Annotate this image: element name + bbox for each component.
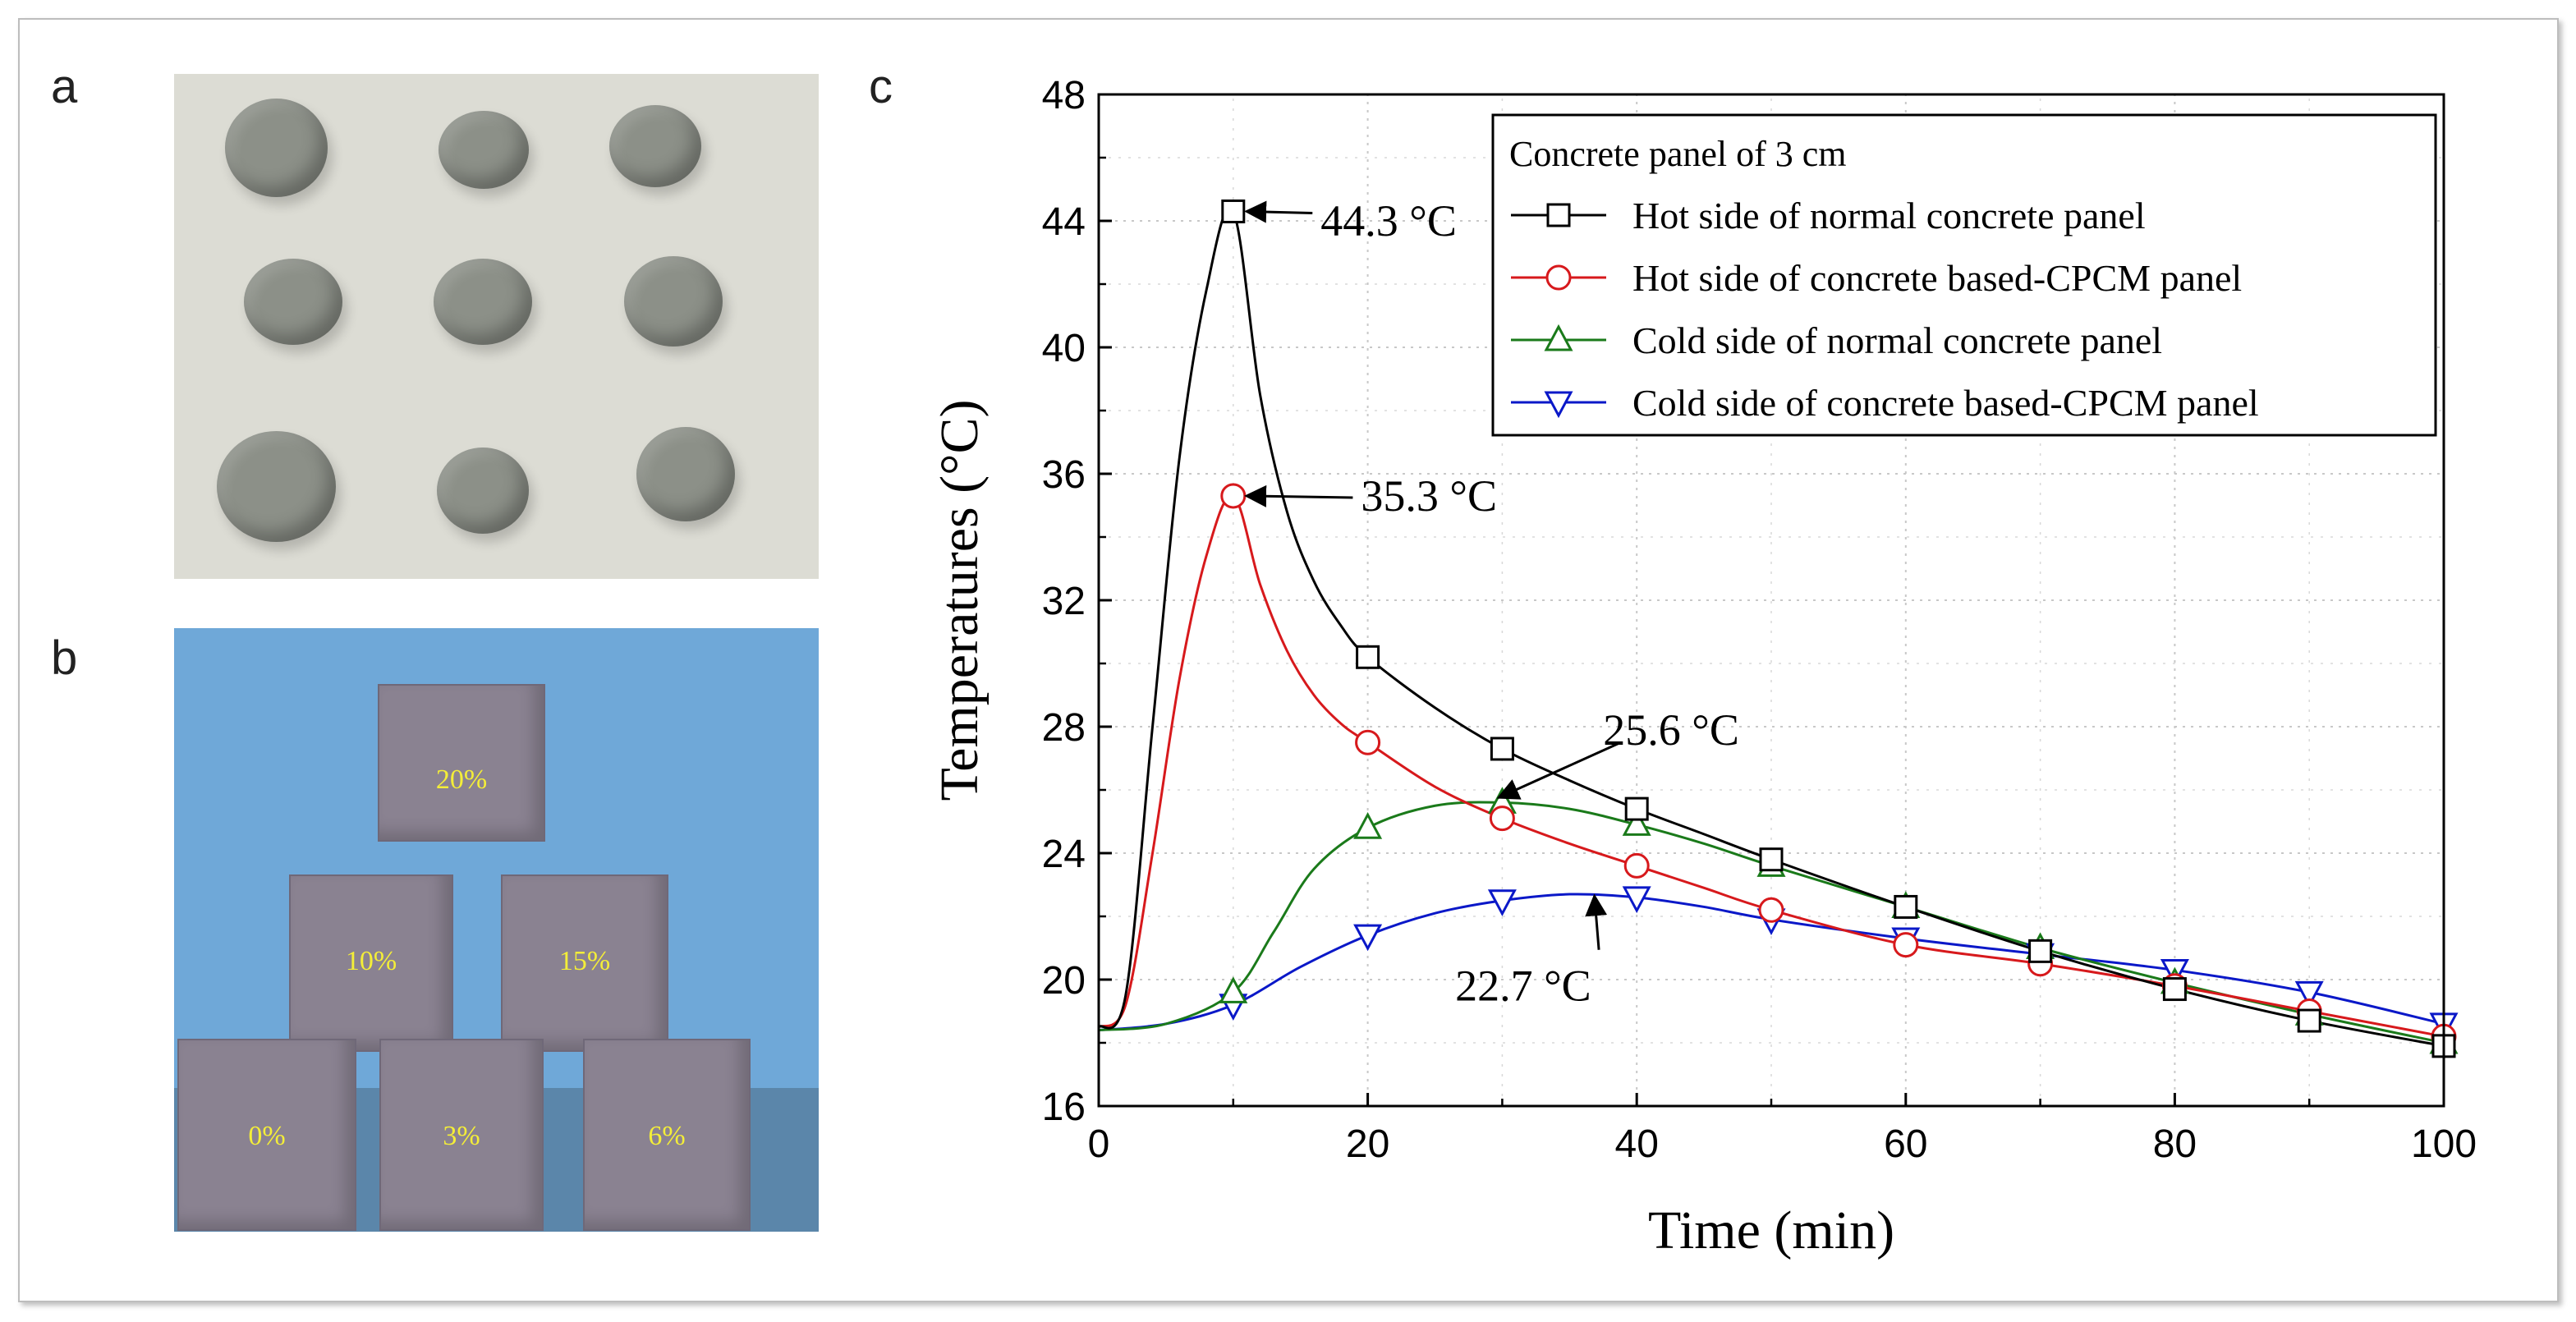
annotation-arrow: [1496, 741, 1620, 800]
legend-title: Concrete panel of 3 cm: [1509, 134, 1847, 174]
x-tick-label: 20: [1346, 1122, 1389, 1166]
x-tick-label: 40: [1615, 1122, 1659, 1166]
series-line-3: [1098, 801, 2445, 1044]
series-line-2: [1098, 494, 2445, 1038]
pellet: [434, 259, 532, 345]
photo-pellets: [174, 74, 819, 579]
y-tick-label: 44: [1042, 200, 1086, 244]
marker-circle: [1758, 897, 1784, 923]
marker-square: [1624, 796, 1649, 821]
y-axis-label: Temperatures (°C): [930, 399, 990, 801]
y-tick-label: 40: [1042, 327, 1086, 370]
marker-square: [1546, 203, 1571, 227]
x-tick-label: 100: [2411, 1122, 2477, 1166]
cube-label: 0%: [248, 1121, 286, 1151]
cube-label: 20%: [435, 764, 488, 795]
marker-triangle-down: [2294, 980, 2324, 1008]
annotation-arrow: [1244, 484, 1353, 507]
cube-label: 15%: [558, 946, 611, 976]
annotation-label: 35.3 °C: [1361, 471, 1497, 521]
marker-square: [1221, 199, 1246, 223]
pellet: [217, 431, 336, 542]
marker-circle: [1355, 729, 1381, 755]
marker-circle: [1623, 852, 1650, 879]
cube-3: 3%: [379, 1039, 544, 1231]
pellet: [439, 111, 529, 189]
panel-letter-c: c: [869, 60, 893, 113]
cube-label: 6%: [648, 1121, 686, 1151]
legend-entry: Hot side of normal concrete panel: [1632, 195, 2146, 236]
cube-6: 6%: [583, 1039, 751, 1231]
annotation-label: 44.3 °C: [1320, 196, 1457, 246]
marker-square: [1356, 645, 1380, 669]
marker-square: [1759, 847, 1784, 872]
marker-circle: [1489, 806, 1515, 832]
cube-15: 15%: [501, 874, 668, 1052]
marker-square: [2162, 977, 2187, 1002]
marker-square: [1490, 737, 1514, 761]
cube-10: 10%: [289, 874, 453, 1052]
marker-circle: [1545, 264, 1572, 291]
x-tick-label: 80: [2153, 1122, 2197, 1166]
marker-triangle-down: [1487, 889, 1517, 916]
marker-triangle-up: [1622, 809, 1651, 836]
pellet: [624, 256, 723, 347]
y-tick-label: 48: [1042, 74, 1086, 117]
legend-box: [1491, 113, 2437, 437]
marker-triangle-down: [1622, 886, 1651, 914]
x-axis-label: Time (min): [1648, 1200, 1894, 1260]
x-tick-label: 0: [1088, 1122, 1110, 1166]
marker-circle: [1220, 483, 1247, 509]
legend-entry: Cold side of concrete based-CPCM panel: [1632, 382, 2259, 424]
marker-triangle-down: [1353, 924, 1383, 952]
pellet: [609, 105, 701, 187]
marker-square: [2028, 939, 2053, 963]
y-tick-label: 28: [1042, 706, 1086, 750]
legend-entry: Cold side of normal concrete panel: [1632, 319, 2162, 361]
x-tick-label: 60: [1884, 1122, 1927, 1166]
y-tick-label: 20: [1042, 959, 1086, 1003]
pellet: [225, 99, 328, 197]
marker-square: [2297, 1008, 2321, 1033]
marker-triangle-down: [1544, 391, 1573, 419]
y-tick-label: 24: [1042, 833, 1086, 876]
pellet: [636, 427, 735, 521]
marker-triangle-up: [1219, 976, 1248, 1003]
marker-triangle-up: [1544, 324, 1573, 351]
pellet: [244, 259, 342, 345]
cube-20: 20%: [378, 684, 545, 842]
cube-0: 0%: [177, 1039, 356, 1231]
y-tick-label: 36: [1042, 453, 1086, 497]
photo-cubes: 20% 10% 15% 0% 3% 6%: [174, 628, 819, 1232]
marker-circle: [1893, 932, 1919, 958]
annotation-arrow: [1585, 893, 1608, 950]
pellet: [437, 448, 529, 534]
y-tick-label: 32: [1042, 580, 1086, 623]
marker-triangle-up: [1353, 812, 1383, 839]
cube-label: 10%: [345, 946, 397, 976]
panel-letter-a: a: [51, 60, 78, 113]
marker-square: [1894, 894, 1918, 919]
annotation-label: 22.7 °C: [1455, 962, 1591, 1011]
annotation-label: 25.6 °C: [1603, 705, 1739, 755]
panel-letter-b: b: [51, 631, 78, 685]
legend-entry: Hot side of concrete based-CPCM panel: [1632, 257, 2242, 299]
annotation-arrow: [1244, 200, 1313, 223]
y-tick-label: 16: [1042, 1086, 1086, 1129]
cube-label: 3%: [443, 1121, 480, 1151]
